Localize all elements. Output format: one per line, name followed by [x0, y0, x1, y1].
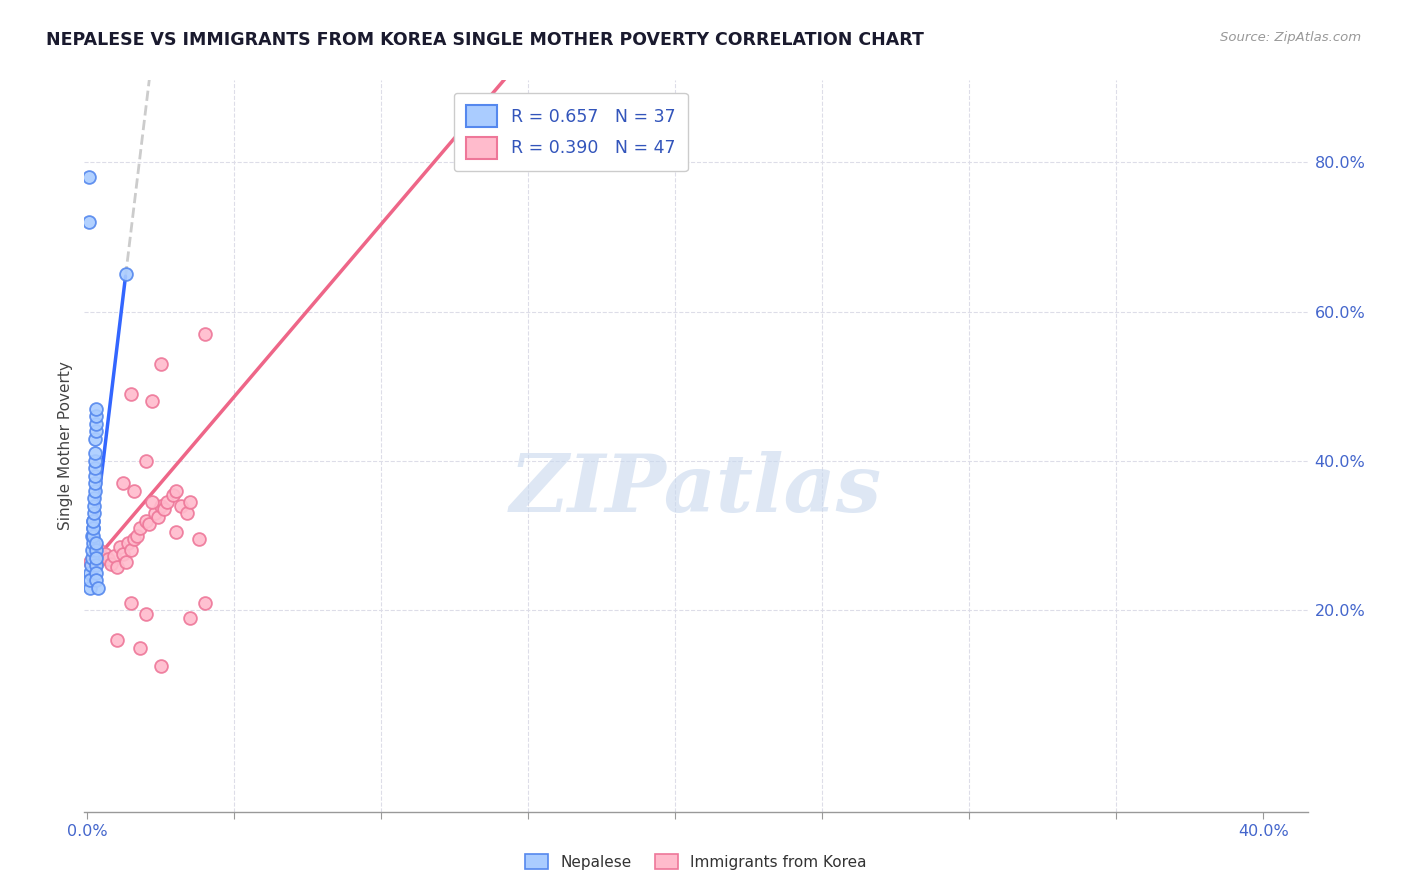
- Point: [79, 581, 101, 595]
- Point: [143, 506, 166, 520]
- Point: [103, 549, 125, 564]
- Point: [84, 566, 107, 580]
- Point: [82, 514, 104, 528]
- Point: [129, 521, 152, 535]
- Point: [77, 215, 100, 229]
- Point: [83, 476, 105, 491]
- Point: [135, 514, 157, 528]
- Point: [124, 533, 146, 547]
- Point: [82, 528, 104, 542]
- Y-axis label: Single Mother Poverty: Single Mother Poverty: [58, 361, 73, 531]
- Point: [100, 557, 122, 571]
- Point: [141, 495, 163, 509]
- Point: [80, 551, 103, 566]
- Point: [165, 483, 187, 498]
- Point: [138, 517, 160, 532]
- Point: [80, 543, 103, 558]
- Point: [82, 551, 104, 566]
- Point: [120, 596, 142, 610]
- Point: [83, 506, 105, 520]
- Point: [117, 536, 139, 550]
- Point: [94, 547, 117, 561]
- Point: [149, 499, 172, 513]
- Legend: Nepalese, Immigrants from Korea: Nepalese, Immigrants from Korea: [517, 846, 875, 877]
- Point: [84, 536, 107, 550]
- Point: [188, 533, 211, 547]
- Point: [83, 468, 105, 483]
- Point: [156, 495, 179, 509]
- Point: [194, 326, 217, 341]
- Point: [84, 401, 107, 416]
- Point: [84, 558, 107, 573]
- Point: [194, 596, 217, 610]
- Point: [77, 170, 100, 185]
- Point: [79, 555, 101, 569]
- Point: [120, 543, 142, 558]
- Point: [80, 528, 103, 542]
- Point: [83, 446, 105, 460]
- Point: [84, 417, 107, 431]
- Point: [105, 633, 128, 648]
- Point: [170, 499, 193, 513]
- Point: [114, 268, 136, 282]
- Point: [84, 424, 107, 438]
- Point: [83, 432, 105, 446]
- Point: [129, 640, 152, 655]
- Point: [114, 555, 136, 569]
- Text: NEPALESE VS IMMIGRANTS FROM KOREA SINGLE MOTHER POVERTY CORRELATION CHART: NEPALESE VS IMMIGRANTS FROM KOREA SINGLE…: [46, 31, 924, 49]
- Point: [176, 506, 198, 520]
- Point: [105, 560, 128, 574]
- Point: [127, 528, 149, 542]
- Point: [79, 566, 101, 580]
- Point: [82, 521, 104, 535]
- Text: Source: ZipAtlas.com: Source: ZipAtlas.com: [1220, 31, 1361, 45]
- Point: [83, 461, 105, 475]
- Point: [91, 551, 114, 566]
- Point: [79, 574, 101, 588]
- Point: [84, 543, 107, 558]
- Point: [152, 502, 174, 516]
- Point: [179, 610, 201, 624]
- Point: [149, 357, 172, 371]
- Point: [97, 552, 120, 566]
- Point: [83, 454, 105, 468]
- Text: ZIPatlas: ZIPatlas: [510, 451, 882, 529]
- Point: [162, 487, 184, 501]
- Point: [135, 607, 157, 621]
- Point: [84, 558, 107, 573]
- Point: [84, 551, 107, 566]
- Point: [82, 514, 104, 528]
- Point: [86, 581, 108, 595]
- Point: [111, 476, 134, 491]
- Point: [83, 491, 105, 506]
- Point: [82, 521, 104, 535]
- Point: [87, 543, 110, 558]
- Point: [111, 547, 134, 561]
- Point: [83, 499, 105, 513]
- Point: [83, 483, 105, 498]
- Point: [108, 540, 131, 554]
- Point: [124, 483, 146, 498]
- Point: [82, 536, 104, 550]
- Point: [84, 409, 107, 424]
- Point: [141, 394, 163, 409]
- Point: [149, 659, 172, 673]
- Point: [80, 558, 103, 573]
- Point: [120, 386, 142, 401]
- Point: [135, 454, 157, 468]
- Point: [179, 495, 201, 509]
- Point: [84, 574, 107, 588]
- Point: [146, 509, 169, 524]
- Point: [165, 524, 187, 539]
